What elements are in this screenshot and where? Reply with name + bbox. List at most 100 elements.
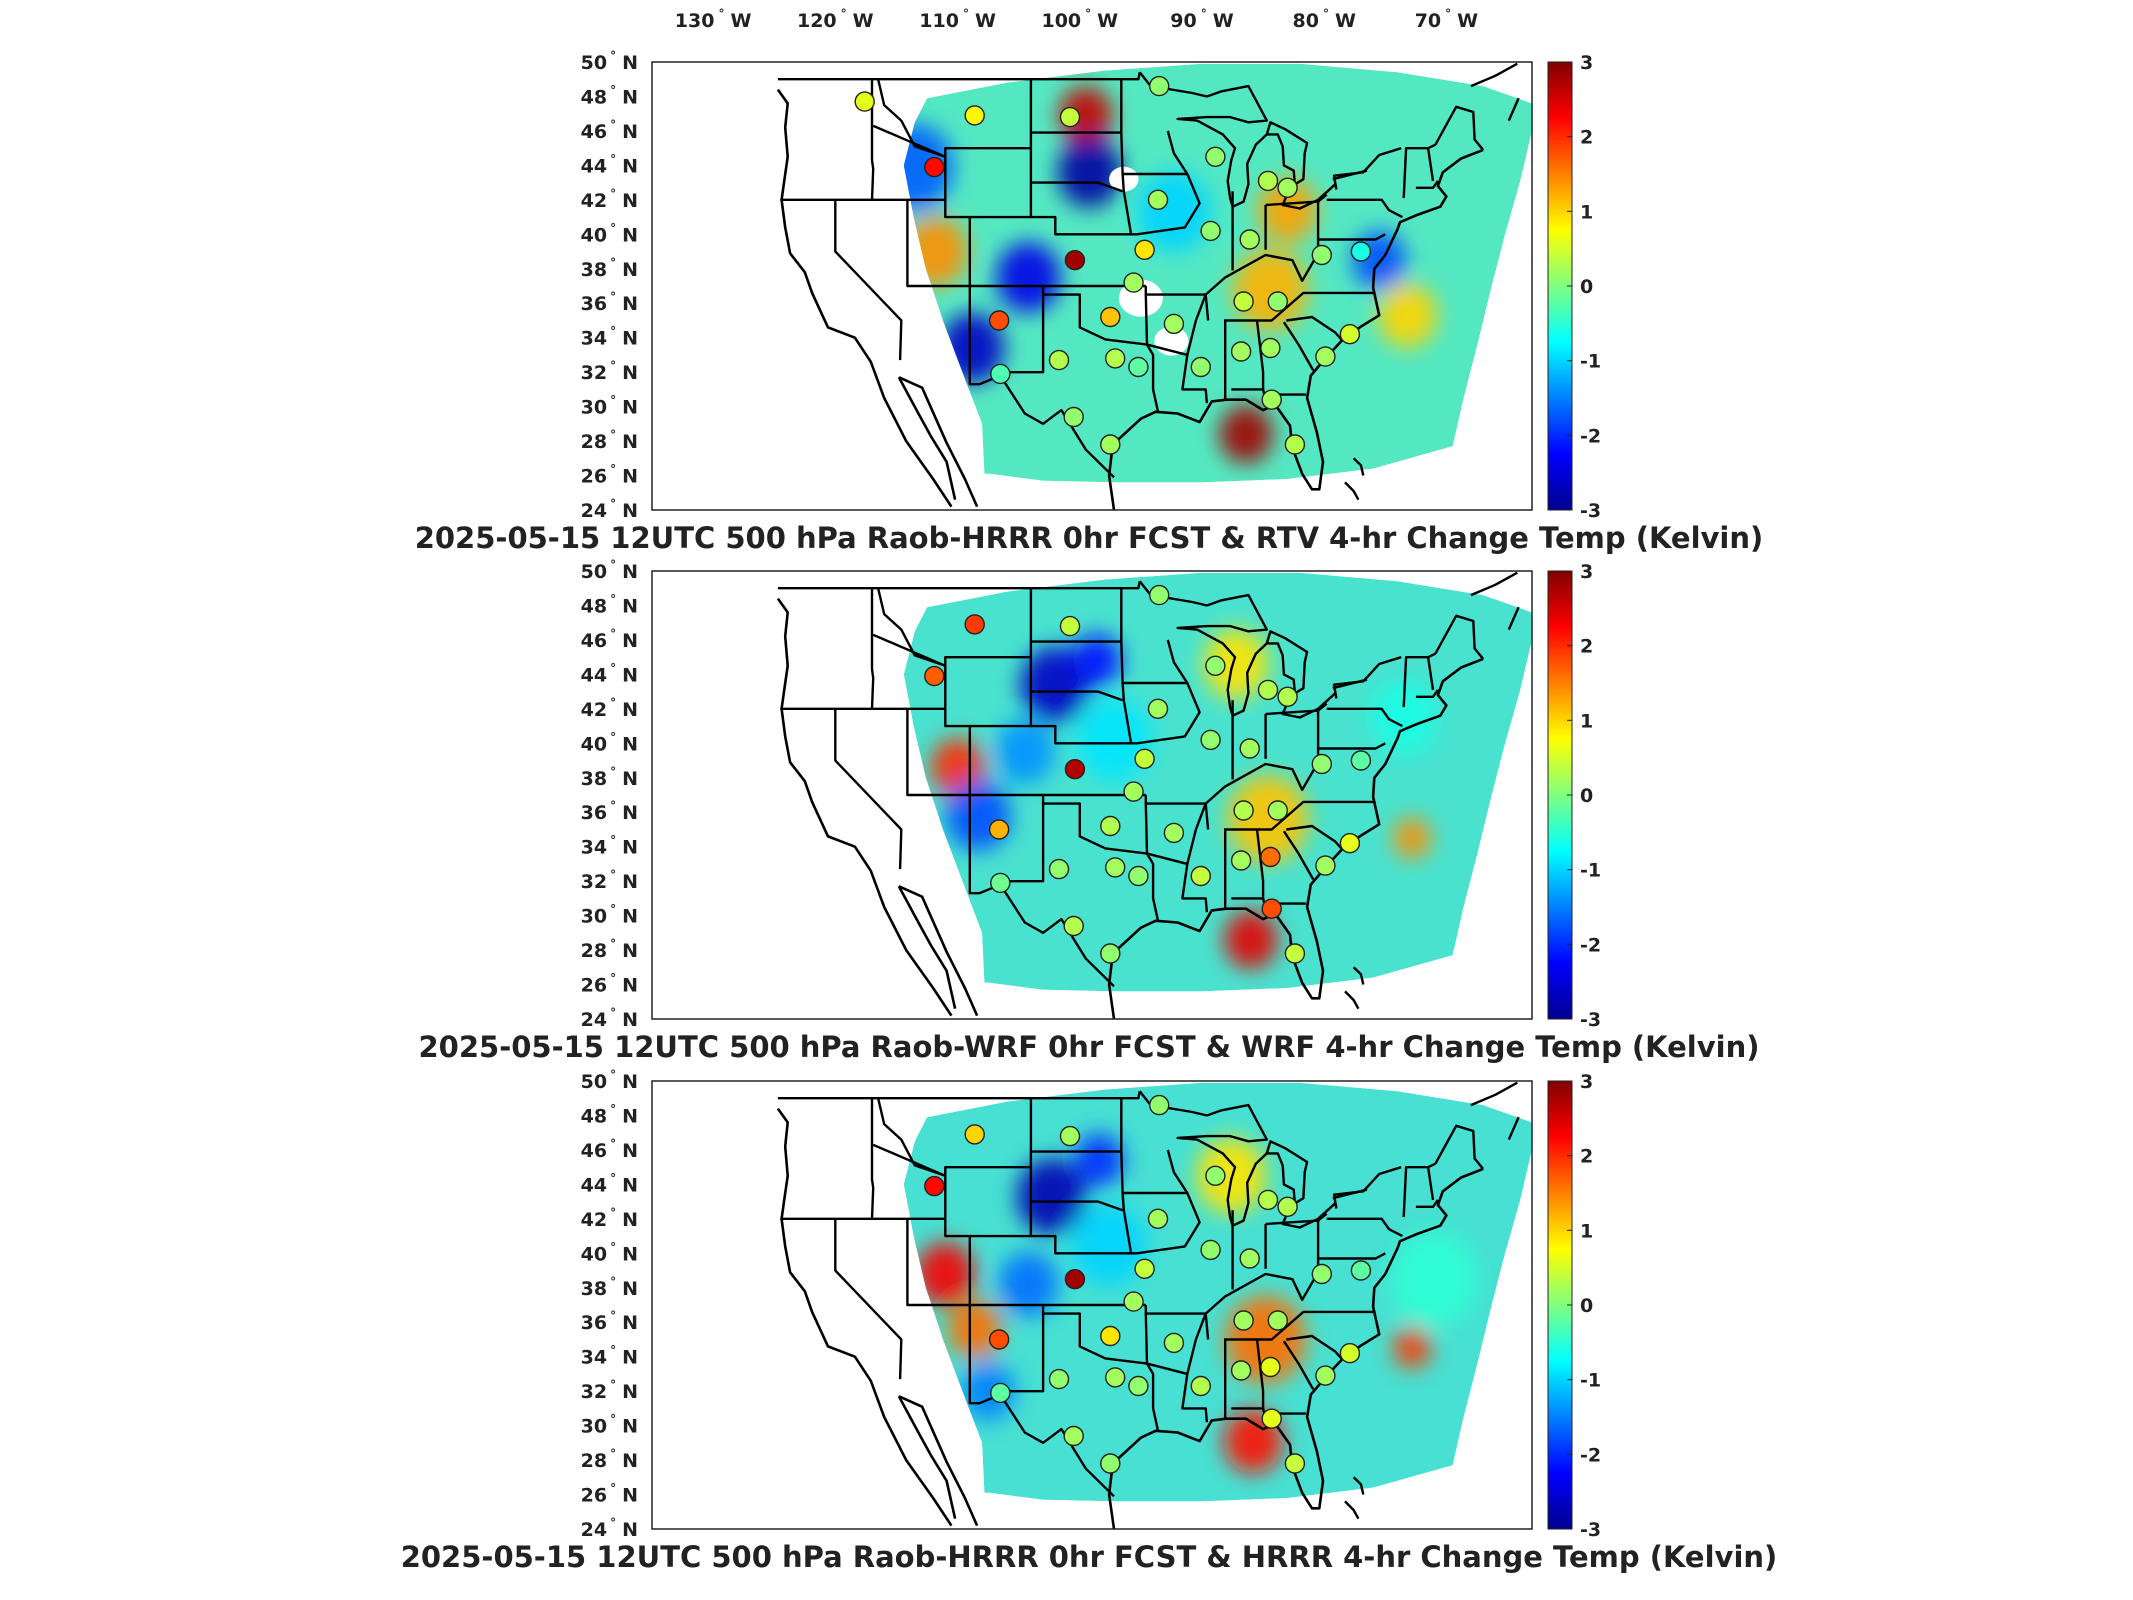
- state-border: [1138, 1090, 1208, 1117]
- degree-symbol: °: [610, 834, 616, 848]
- field-anomaly: [998, 1252, 1058, 1317]
- degree-symbol: °: [963, 7, 969, 21]
- longitude-suffix: W: [1097, 10, 1118, 32]
- state-border: [777, 581, 1141, 590]
- state-border: [1144, 1305, 1210, 1340]
- state-border: [968, 217, 1001, 386]
- degree-symbol: °: [610, 1447, 616, 1461]
- map-boundaries: [776, 1081, 1520, 1529]
- raob-station-marker: [1205, 655, 1226, 676]
- raob-station-marker: [1064, 250, 1086, 271]
- colorbar-tick-label: -3: [1580, 500, 1601, 522]
- latitude-value: 30: [581, 906, 607, 928]
- longitude-label: 70 ° W: [1415, 7, 1478, 32]
- latitude-suffix: N: [622, 1278, 638, 1300]
- state-border: [999, 1305, 1045, 1393]
- island: [1344, 990, 1360, 1010]
- state-border: [1144, 286, 1210, 321]
- map-panel-1: 50 ° N48 ° N46 ° N44 ° N42 ° N40 ° N38 ° N36 ° N34 ° N32 ° N…: [415, 49, 1764, 555]
- field-anomaly: [1059, 86, 1113, 145]
- latitude-label: 24 ° N: [581, 1006, 638, 1031]
- raob-station-marker: [1261, 1408, 1282, 1429]
- raob-station-marker: [1267, 800, 1289, 821]
- latitude-value: 32: [581, 871, 607, 893]
- state-border: [1282, 321, 1315, 371]
- latitude-suffix: N: [622, 699, 638, 721]
- colorbar: 3 2 1 0 -1 -2 -3: [1547, 1071, 1601, 1541]
- map-frame: [651, 570, 1533, 1020]
- raob-station-marker: [1230, 1360, 1252, 1381]
- state-border: [1224, 1310, 1376, 1341]
- degree-symbol: °: [610, 256, 616, 270]
- island: [1344, 481, 1360, 501]
- raob-station-marker: [1233, 291, 1254, 312]
- raob-station-marker: [1260, 1356, 1281, 1378]
- degree-symbol: °: [1323, 7, 1329, 21]
- latitude-value: 44: [581, 664, 607, 686]
- latitude-value: 24: [581, 500, 607, 522]
- state-border: [1402, 143, 1436, 199]
- degree-symbol: °: [610, 1413, 616, 1427]
- degree-symbol: °: [610, 558, 616, 572]
- longitude-value: 120: [797, 10, 837, 32]
- latitude-suffix: N: [622, 293, 638, 315]
- latitude-label: 24 ° N: [581, 1516, 638, 1541]
- coastline: [897, 376, 957, 500]
- degree-symbol: °: [718, 7, 724, 21]
- latitude-value: 28: [581, 1450, 607, 1472]
- degree-symbol: °: [841, 7, 847, 21]
- latitude-value: 28: [581, 940, 607, 962]
- latitude-label: 44 ° N: [581, 1171, 638, 1196]
- longitude-suffix: W: [853, 10, 874, 32]
- latitude-label: 36 ° N: [581, 290, 638, 315]
- raob-station-marker: [1148, 1094, 1170, 1116]
- raob-station-marker: [1064, 1268, 1086, 1290]
- field-anomaly: [1071, 1203, 1147, 1286]
- raob-station-marker: [854, 91, 875, 112]
- state-border: [1415, 1199, 1439, 1208]
- degree-symbol: °: [610, 1275, 616, 1289]
- degree-symbol: °: [610, 1206, 616, 1220]
- raob-station-marker: [1100, 306, 1121, 328]
- state-border: [1265, 121, 1309, 186]
- latitude-label: 42 ° N: [581, 187, 638, 212]
- degree-symbol: °: [610, 428, 616, 442]
- state-border: [1043, 802, 1148, 855]
- latitude-suffix: N: [622, 1174, 638, 1196]
- raob-station-marker: [1147, 1208, 1169, 1230]
- latitude-label: 30 ° N: [581, 903, 638, 928]
- latitude-suffix: N: [622, 1416, 638, 1438]
- latitude-suffix: N: [622, 1106, 638, 1128]
- state-border: [1224, 800, 1376, 831]
- raob-station-marker: [1063, 1425, 1084, 1447]
- latitude-label: 46 ° N: [581, 1137, 638, 1162]
- state-border: [1145, 1362, 1160, 1432]
- latitude-value: 26: [581, 1485, 607, 1507]
- latitude-value: 42: [581, 1209, 607, 1231]
- latitude-value: 26: [581, 466, 607, 488]
- latitude-suffix: N: [622, 768, 638, 790]
- latitude-suffix: N: [622, 733, 638, 755]
- raob-station-marker: [1128, 865, 1149, 887]
- state-border: [1043, 1312, 1148, 1365]
- latitude-label: 40 ° N: [581, 730, 638, 755]
- colorbar-tick-label: 1: [1580, 201, 1593, 223]
- raob-station-marker: [1064, 759, 1086, 780]
- island: [1352, 457, 1365, 476]
- latitude-label: 38 ° N: [581, 765, 638, 790]
- raob-station-marker: [1267, 1310, 1289, 1331]
- field-anomalies: [930, 628, 1436, 969]
- degree-symbol: °: [610, 290, 616, 304]
- latitude-value: 40: [581, 1243, 607, 1265]
- degree-symbol: °: [1085, 7, 1091, 21]
- degree-symbol: °: [610, 765, 616, 779]
- state-border: [1231, 1339, 1265, 1410]
- latitude-value: 48: [581, 87, 607, 109]
- state-border: [870, 588, 875, 709]
- raob-station-marker: [1134, 239, 1155, 261]
- raob-station-marker: [1128, 356, 1149, 378]
- latitude-value: 48: [581, 596, 607, 618]
- degree-symbol: °: [610, 187, 616, 201]
- raob-station-marker: [964, 1124, 985, 1145]
- latitude-value: 46: [581, 1140, 607, 1162]
